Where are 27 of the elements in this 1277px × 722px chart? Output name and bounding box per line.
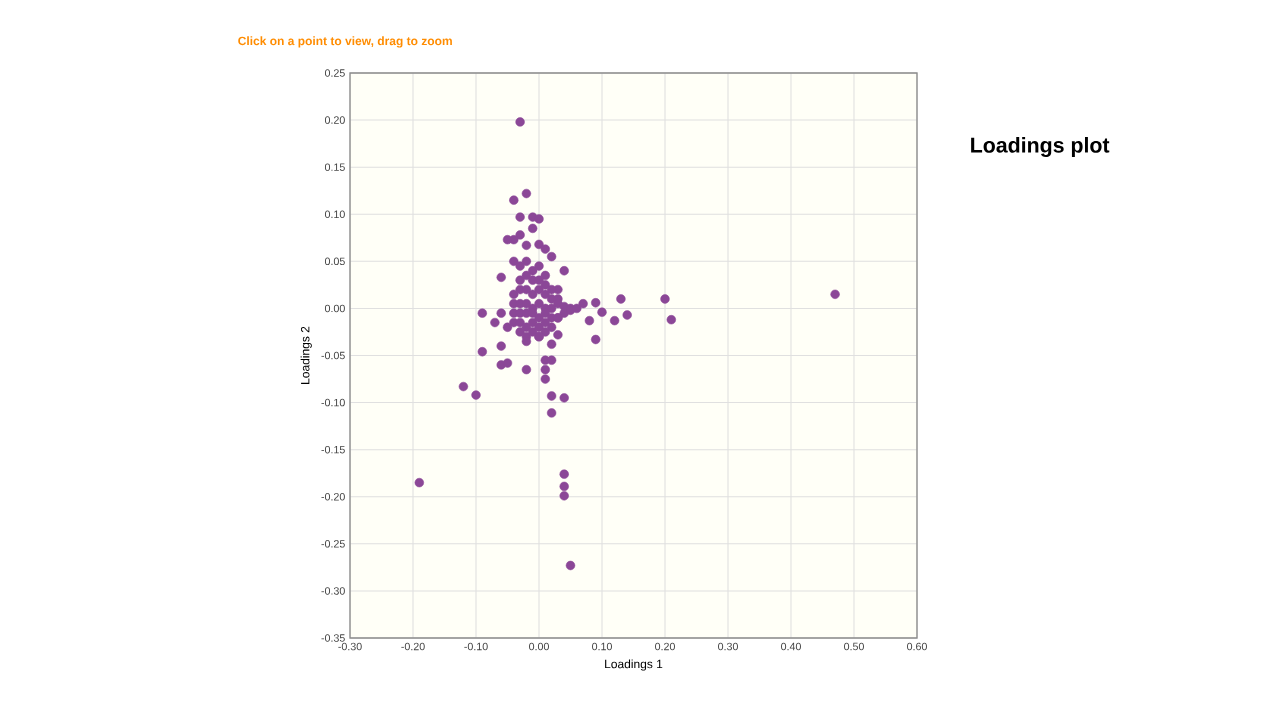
x-tick-label: 0.40: [781, 642, 801, 651]
y-tick-label: 0.15: [324, 163, 345, 171]
y-tick-label: 0.25: [324, 69, 345, 77]
y-tick-label: -0.30: [321, 587, 345, 595]
y-tick-label: -0.35: [321, 634, 345, 642]
x-tick-label: 0.30: [718, 642, 738, 651]
x-tick-label: 0.50: [844, 642, 864, 651]
y-tick-label: -0.15: [321, 445, 345, 454]
x-tick-label: 0.10: [592, 642, 612, 651]
y-tick-label: 0.05: [324, 257, 345, 266]
x-tick-label: 0.60: [907, 642, 927, 651]
y-tick-label: -0.10: [321, 398, 345, 407]
x-axis-title: Loadings 1: [605, 659, 663, 671]
y-tick-label: -0.25: [321, 540, 345, 548]
y-tick-label: 0.00: [324, 304, 345, 313]
x-tick-label: -0.20: [401, 642, 425, 651]
x-tick-label: 0.20: [655, 642, 675, 651]
y-tick-label: -0.05: [321, 351, 345, 360]
y-tick-label: 0.20: [324, 116, 345, 124]
text: Loadings plot: [971, 137, 1110, 157]
y-tick-label: -0.20: [321, 492, 345, 501]
text: Click on a point to view, drag to zoom: [238, 36, 452, 48]
x-tick-label: -0.30: [338, 642, 362, 651]
x-tick-label: -0.10: [464, 642, 488, 651]
y-axis-title: Loadings 2: [300, 326, 312, 384]
x-tick-label: 0.00: [529, 642, 549, 651]
y-tick-label: 0.10: [324, 210, 345, 219]
